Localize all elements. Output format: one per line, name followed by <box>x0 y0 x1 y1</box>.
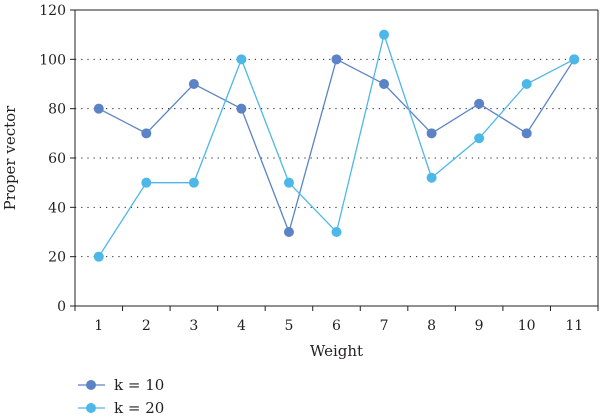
series-1-point <box>379 79 390 89</box>
x-tick-label: 8 <box>427 318 436 334</box>
series-2-point <box>379 29 390 40</box>
series-line-2 <box>98 32 575 258</box>
series-1-point <box>93 103 104 114</box>
y-tick-label: 100 <box>39 52 66 68</box>
series-2-point <box>521 79 532 89</box>
y-tick-label: 80 <box>48 102 66 118</box>
x-tick-label: 10 <box>518 318 536 334</box>
series-2-point <box>141 177 152 188</box>
series-2-point <box>426 172 437 183</box>
y-tick-label: 60 <box>48 151 66 167</box>
x-tick-label: 2 <box>142 318 151 334</box>
x-ticks: 1 2 3 4 5 6 7 8 9 10 11 <box>74 306 599 334</box>
x-tick-label: 4 <box>237 318 246 334</box>
x-tick-label: 5 <box>284 318 293 334</box>
series-2-point <box>283 177 294 188</box>
legend-label-2: k = 20 <box>114 399 164 417</box>
series-group <box>93 29 580 262</box>
legend-label-1: k = 10 <box>114 376 164 394</box>
legend: k = 10 k = 20 <box>78 376 164 417</box>
x-tick-label: 6 <box>332 318 341 334</box>
y-ticks: 0 20 40 60 80 100 120 <box>39 3 75 315</box>
series-2-point <box>93 251 104 262</box>
series-1-point <box>188 79 199 89</box>
x-tick-label: 7 <box>380 318 389 334</box>
series-1-point <box>521 128 532 139</box>
series-2-point <box>569 54 580 65</box>
series-line-1 <box>98 58 575 235</box>
series-2-point <box>188 177 199 188</box>
series-1-point <box>474 98 485 109</box>
series-1-point <box>426 128 437 139</box>
y-tick-label: 40 <box>48 200 66 216</box>
y-tick-label: 20 <box>48 250 66 266</box>
series-1-point <box>141 128 152 139</box>
x-axis-title: Weight <box>310 342 363 360</box>
series-1-point <box>283 227 294 237</box>
x-tick-label: 3 <box>189 318 198 334</box>
legend-marker-1 <box>86 380 96 390</box>
series-2-point <box>236 54 247 65</box>
series-1-point <box>236 103 247 114</box>
x-tick-label: 1 <box>94 318 103 334</box>
y-axis-title: Proper vector <box>1 105 19 211</box>
series-1-point <box>331 54 342 65</box>
series-2-point <box>331 227 342 237</box>
y-tick-label: 120 <box>39 3 66 19</box>
x-tick-label: 11 <box>565 318 583 334</box>
legend-marker-2 <box>86 403 96 413</box>
series-2-point <box>474 133 485 144</box>
x-tick-label: 9 <box>475 318 484 334</box>
y-tick-label: 0 <box>57 299 66 315</box>
